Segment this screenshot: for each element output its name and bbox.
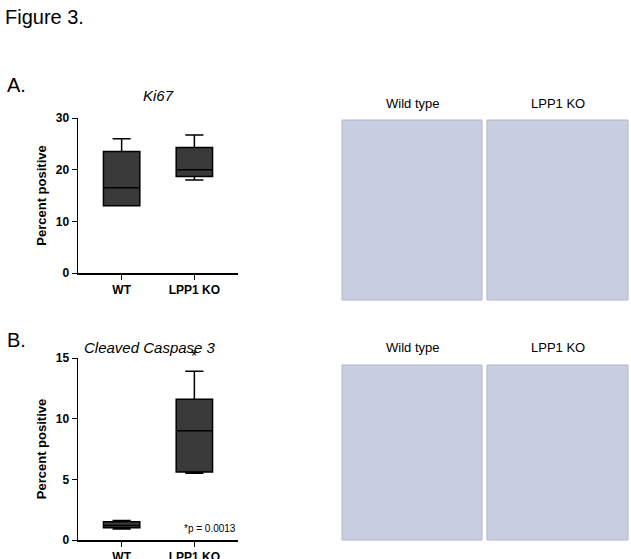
svg-text:Figure 3.: Figure 3. — [5, 6, 84, 28]
svg-text:LPP1 KO: LPP1 KO — [531, 96, 585, 111]
svg-text:Wild type: Wild type — [386, 340, 439, 355]
svg-text:B.: B. — [7, 329, 26, 351]
svg-text:20: 20 — [56, 163, 70, 177]
svg-text:Ki67: Ki67 — [143, 87, 174, 104]
svg-text:0: 0 — [62, 533, 69, 547]
svg-text:*: * — [191, 348, 197, 365]
svg-text:LPP1 KO: LPP1 KO — [169, 550, 220, 559]
svg-text:WT: WT — [112, 283, 131, 297]
svg-text:Wild type: Wild type — [386, 96, 439, 111]
svg-text:15: 15 — [56, 351, 70, 365]
svg-text:30: 30 — [56, 111, 70, 125]
svg-text:A.: A. — [7, 74, 26, 96]
svg-text:Cleaved Caspase 3: Cleaved Caspase 3 — [84, 339, 216, 356]
svg-text:WT: WT — [112, 550, 131, 559]
svg-text:Percent positive: Percent positive — [34, 399, 49, 499]
svg-text:Percent positive: Percent positive — [34, 145, 49, 245]
svg-text:LPP1 KO: LPP1 KO — [531, 340, 585, 355]
svg-text:0: 0 — [62, 266, 69, 280]
svg-text:10: 10 — [56, 412, 70, 426]
svg-text:LPP1 KO: LPP1 KO — [169, 283, 220, 297]
svg-text:*p = 0.0013: *p = 0.0013 — [184, 523, 236, 534]
svg-text:10: 10 — [56, 215, 70, 229]
svg-text:5: 5 — [62, 473, 69, 487]
